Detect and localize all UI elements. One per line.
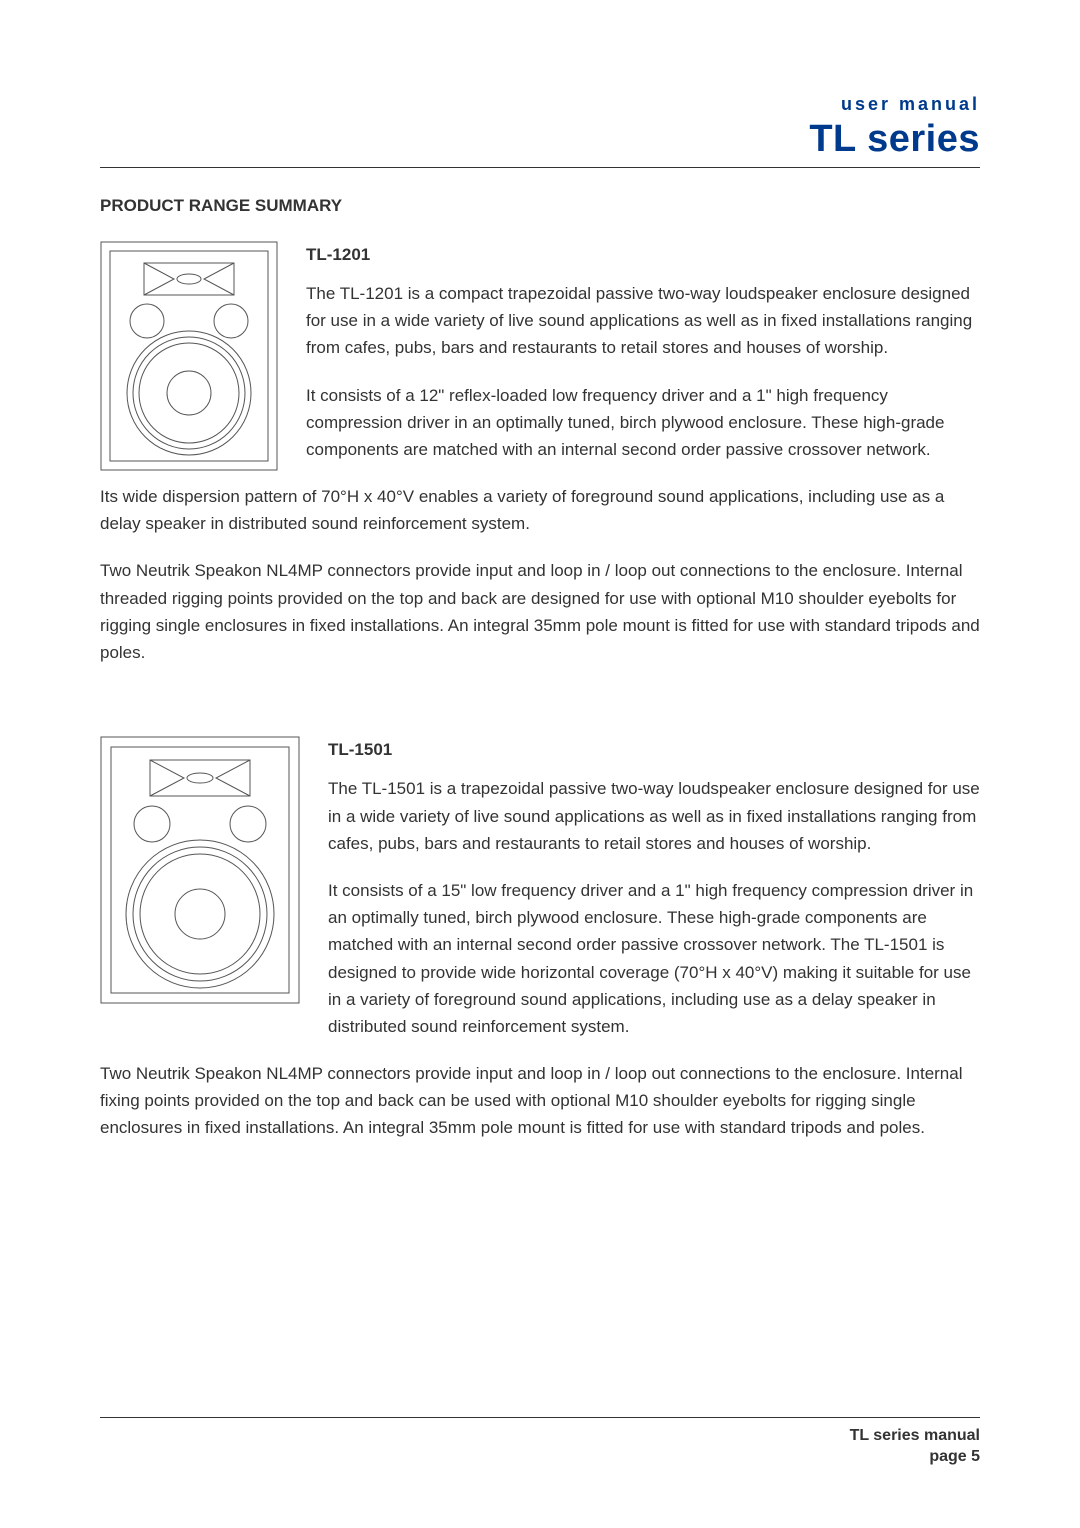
tl1501-para3: Two Neutrik Speakon NL4MP connectors pro… <box>100 1060 980 1142</box>
tl1201-para3: Its wide dispersion pattern of 70°H x 40… <box>100 483 980 537</box>
page-header: user manual TL series <box>100 90 980 168</box>
page-footer: TL series manual page 5 <box>100 1417 980 1468</box>
speaker-diagram-tl1501-icon <box>100 736 300 1004</box>
header-title: TL series <box>100 119 980 161</box>
footer-line2: page 5 <box>100 1447 980 1468</box>
footer-line1: TL series manual <box>100 1426 980 1447</box>
header-subtitle: user manual <box>100 90 980 119</box>
section-title: PRODUCT RANGE SUMMARY <box>100 192 980 219</box>
tl1201-para4: Two Neutrik Speakon NL4MP connectors pro… <box>100 557 980 666</box>
product-tl1501: TL-1501 The TL-1501 is a trapezoidal pas… <box>100 736 980 1161</box>
speaker-diagram-tl1201-icon <box>100 241 278 471</box>
product-tl1201: TL-1201 The TL-1201 is a compact trapezo… <box>100 241 980 686</box>
